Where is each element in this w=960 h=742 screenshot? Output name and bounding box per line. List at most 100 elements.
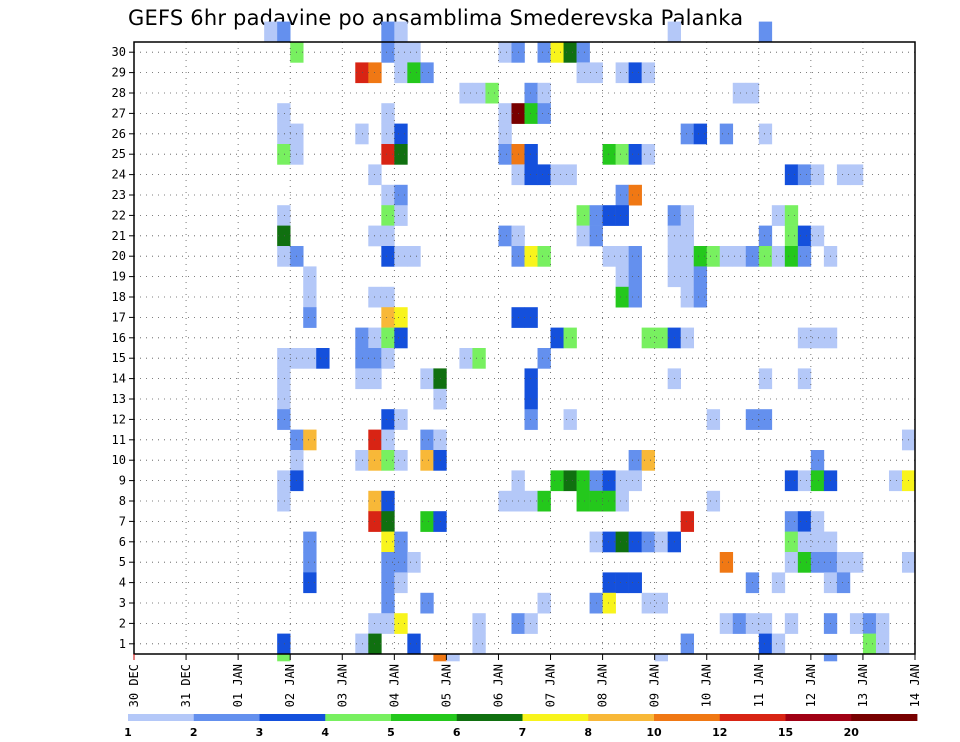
heatmap-cell (628, 246, 642, 267)
y-tick-label: 25 (112, 147, 126, 161)
heatmap-cell (381, 531, 395, 553)
legend-label: 4 (321, 726, 329, 739)
heatmap-cell (472, 613, 486, 634)
heatmap-cell (602, 592, 616, 614)
heatmap-cell (836, 552, 851, 573)
legend-label: 8 (584, 726, 592, 739)
heatmap-cell (784, 225, 799, 247)
heatmap-cell (680, 327, 695, 349)
heatmap-cell (420, 368, 434, 390)
y-tick-label: 29 (112, 66, 126, 80)
legend-label: 2 (190, 726, 198, 739)
heatmap-cell (810, 470, 825, 492)
heatmap-cell (355, 348, 369, 369)
heatmap-cell (381, 592, 395, 614)
heatmap-cell (771, 633, 786, 655)
heatmap-cell (680, 266, 695, 288)
heatmap-cell (264, 21, 278, 43)
heatmap-cell (784, 205, 799, 226)
heatmap-cell (394, 205, 408, 226)
heatmap-cell (784, 246, 799, 267)
heatmap-cell (303, 531, 317, 553)
heatmap-cell (862, 633, 877, 655)
heatmap-cell (433, 654, 447, 662)
legend-swatch (588, 714, 655, 721)
heatmap-cell (303, 429, 317, 451)
heatmap-cell (394, 450, 408, 471)
heatmap-cell (680, 225, 695, 247)
legend-label: 5 (387, 726, 395, 739)
heatmap-cell (771, 205, 786, 226)
y-tick-label: 19 (112, 270, 126, 284)
heatmap-cell (394, 21, 408, 43)
heatmap-cell (706, 409, 721, 430)
x-tick-label: 14 JAN (908, 664, 922, 707)
heatmap-cell (277, 348, 291, 369)
heatmap-cell (680, 205, 695, 226)
heatmap-cell (758, 123, 773, 145)
heatmap-cell (550, 42, 564, 63)
heatmap-cell (277, 368, 291, 390)
heatmap-cell (381, 123, 395, 145)
heatmap-cell (615, 286, 629, 308)
heatmap-cell (303, 552, 317, 573)
heatmap-cell (459, 348, 473, 369)
heatmap-cell (602, 205, 616, 226)
heatmap-cell (381, 511, 395, 532)
heatmap-cell (758, 225, 773, 247)
heatmap-cell (381, 552, 395, 573)
y-tick-label: 5 (119, 555, 126, 569)
heatmap-cell (381, 42, 395, 63)
heatmap-cell (498, 42, 512, 63)
heatmap-cell (758, 613, 773, 634)
heatmap-cell (381, 613, 395, 634)
heatmap-cell (641, 62, 655, 84)
heatmap-cell (394, 552, 408, 573)
y-axis-ticks: 1234567891011121314151617181920212223242… (112, 45, 134, 651)
y-tick-label: 21 (112, 229, 126, 243)
y-tick-label: 12 (112, 412, 126, 426)
x-tick-label: 11 JAN (752, 664, 766, 707)
y-tick-label: 14 (112, 372, 126, 386)
heatmap-cell (615, 470, 629, 492)
heatmap-cell (797, 164, 812, 186)
heatmap-cell (381, 327, 395, 349)
heatmap-cell (277, 246, 291, 267)
heatmap-cell (420, 429, 434, 451)
x-tick-label: 03 JAN (335, 664, 349, 707)
heatmap-cell (615, 266, 629, 288)
heatmap-cell (862, 613, 877, 634)
y-tick-label: 4 (119, 576, 126, 590)
heatmap-cell (303, 307, 317, 328)
heatmap-cell (524, 82, 538, 104)
heatmap-cell (797, 368, 812, 390)
heatmap-cell (615, 62, 629, 84)
heatmap-cell (355, 327, 369, 349)
heatmap-cell (732, 613, 747, 634)
heatmap-cell (537, 490, 551, 512)
heatmap-cell (797, 470, 812, 492)
y-tick-label: 7 (119, 514, 126, 528)
legend-swatch (719, 714, 786, 721)
heatmap-cell (420, 62, 434, 84)
y-tick-label: 1 (119, 637, 126, 651)
heatmap-cell (654, 327, 668, 349)
heatmap-cell (732, 246, 747, 267)
heatmap-cell (537, 592, 551, 614)
heatmap-cell (394, 327, 408, 349)
legend-swatch (851, 714, 918, 721)
heatmap-cell (615, 246, 629, 267)
x-axis-ticks: 30 DEC 31 DEC 01 JAN 02 JAN 03 JAN 04 JAN 05 J… (127, 654, 922, 707)
heatmap-cell (355, 450, 369, 471)
heatmap-cell (563, 470, 577, 492)
x-tick-label: 10 JAN (700, 664, 714, 707)
heatmap-cell (667, 21, 681, 43)
heatmap-cell (524, 409, 538, 430)
x-tick-label: 04 JAN (387, 664, 401, 707)
heatmap-cell (615, 205, 629, 226)
legend-swatch (128, 714, 195, 721)
heatmap-cell (680, 511, 695, 532)
heatmap-cell (732, 82, 747, 104)
heatmap-cell (797, 511, 812, 532)
heatmap-cell (303, 348, 317, 369)
